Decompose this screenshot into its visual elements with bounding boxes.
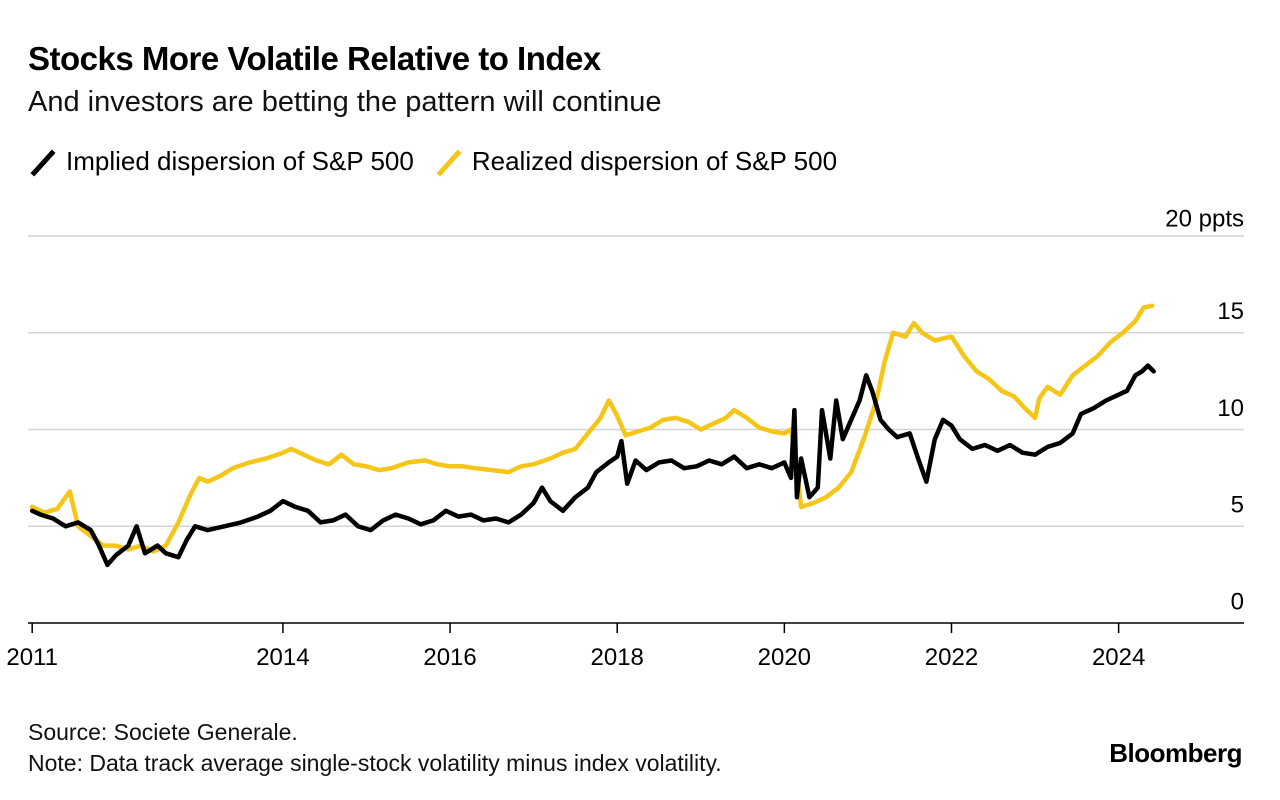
legend-swatch-implied <box>30 148 56 177</box>
x-tick-label: 2011 <box>6 644 58 671</box>
series-line-realized <box>29 303 1155 554</box>
bloomberg-logo: Bloomberg <box>1109 738 1242 768</box>
legend-swatch-realized <box>436 148 462 177</box>
source-text: Source: Societe Generale. <box>28 719 298 745</box>
x-tick-label: 2018 <box>591 644 644 671</box>
line-chart: 0 5 10 15 20 ppts 2011 2014 2016 2018 2020 2022 202… <box>6 205 1244 671</box>
x-tick-label: 2020 <box>758 644 811 671</box>
y-tick-label: 5 <box>1231 492 1244 519</box>
y-tick-label: 15 <box>1217 298 1244 325</box>
series-line-implied <box>29 363 1156 568</box>
legend-item-implied: Implied dispersion of S&P 500 <box>28 146 414 177</box>
legend: Implied dispersion of S&P 500 Realized d… <box>28 146 857 177</box>
x-tick-label: 2016 <box>423 644 476 671</box>
y-tick-label: 10 <box>1217 395 1244 422</box>
chart-title: Stocks More Volatile Relative to Index <box>28 40 601 77</box>
x-tick-label: 2024 <box>1092 644 1145 671</box>
x-tick-label: 2014 <box>256 644 309 671</box>
y-tick-label: 0 <box>1231 588 1244 615</box>
source-notes: Source: Societe Generale. Note: Data tra… <box>28 717 722 779</box>
x-tick-label: 2022 <box>925 644 978 671</box>
legend-label-implied: Implied dispersion of S&P 500 <box>66 146 414 176</box>
legend-label-realized: Realized dispersion of S&P 500 <box>471 146 838 176</box>
legend-item-realized: Realized dispersion of S&P 500 <box>434 146 837 177</box>
y-tick-label: 20 ppts <box>1165 205 1244 232</box>
note-text: Note: Data track average single-stock vo… <box>28 750 722 776</box>
chart-subtitle: And investors are betting the pattern wi… <box>28 86 662 118</box>
